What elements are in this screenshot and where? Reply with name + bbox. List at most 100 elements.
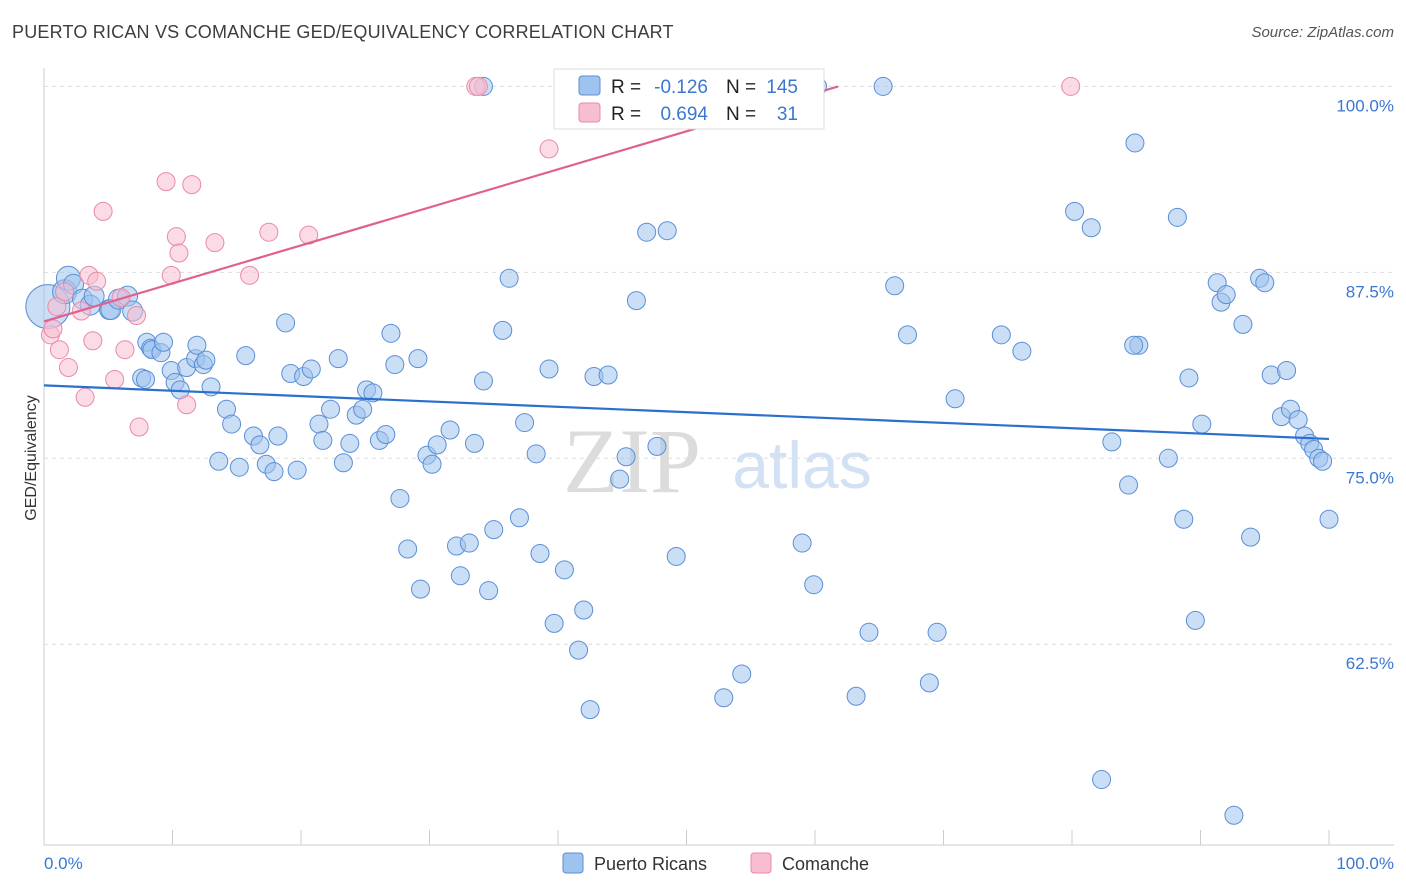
comanche-points — [40, 76, 1081, 437]
puerto-ricans-point — [666, 546, 686, 566]
puerto-ricans-point — [991, 325, 1011, 345]
puerto-ricans-point — [313, 430, 333, 450]
puerto-ricans-point — [236, 346, 256, 366]
puerto-ricans-point — [1124, 335, 1144, 355]
stats-r-label-1: R = — [611, 104, 641, 125]
puerto-ricans-point — [1081, 218, 1101, 238]
comanche-point — [166, 227, 186, 247]
puerto-ricans-point — [859, 622, 879, 642]
stats-r-label-0: R = — [611, 77, 641, 98]
puerto-ricans-point — [574, 600, 594, 620]
puerto-ricans-point — [1319, 509, 1339, 529]
puerto-ricans-point — [509, 508, 529, 528]
puerto-ricans-point — [411, 579, 431, 599]
puerto-ricans-point — [479, 581, 499, 601]
puerto-ricans-point — [499, 268, 519, 288]
puerto-ricans-point — [714, 688, 734, 708]
comanche-point — [115, 340, 135, 360]
comanche-point — [127, 305, 147, 325]
puerto-ricans-point — [1313, 451, 1333, 471]
puerto-ricans-point — [222, 414, 242, 434]
puerto-ricans-point — [945, 389, 965, 409]
puerto-ricans-point — [616, 447, 636, 467]
comanche-point — [105, 369, 125, 389]
puerto-ricans-point — [459, 533, 479, 553]
chart-title: PUERTO RICAN VS COMANCHE GED/EQUIVALENCY… — [12, 22, 674, 42]
puerto-ricans-point — [440, 420, 460, 440]
puerto-ricans-point — [804, 575, 824, 595]
puerto-ricans-point — [264, 462, 284, 482]
puerto-ricans-point — [484, 520, 504, 540]
comanche-point — [58, 358, 78, 378]
puerto-ricans-point — [647, 436, 667, 456]
puerto-ricans-point — [276, 313, 296, 333]
comanche-point — [83, 331, 103, 351]
puerto-ricans-point — [1174, 509, 1194, 529]
puerto-ricans-point — [376, 424, 396, 444]
comanche-point — [539, 139, 559, 159]
y-tick-label: 62.5% — [1346, 654, 1394, 673]
puerto-ricans-point — [422, 454, 442, 474]
comanche-point — [205, 233, 225, 253]
puerto-ricans-point — [209, 451, 229, 471]
puerto-ricans-point — [136, 369, 156, 389]
puerto-ricans-point — [301, 359, 321, 379]
puerto-ricans-point — [919, 673, 939, 693]
puerto-ricans-point — [1216, 285, 1236, 305]
puerto-ricans-point — [554, 560, 574, 580]
puerto-ricans-point — [657, 221, 677, 241]
puerto-ricans-point — [1167, 207, 1187, 227]
puerto-ricans-point — [544, 613, 564, 633]
comanche-point — [182, 175, 202, 195]
puerto-ricans-point — [873, 76, 893, 96]
x-tick-label-max: 100.0% — [1336, 854, 1394, 873]
puerto-ricans-point — [390, 488, 410, 508]
puerto-ricans-point — [515, 413, 535, 433]
puerto-ricans-point — [464, 433, 484, 453]
puerto-ricans-point — [1277, 361, 1297, 381]
puerto-ricans-point — [539, 359, 559, 379]
comanche-point — [87, 271, 107, 291]
puerto-ricans-point — [450, 566, 470, 586]
puerto-ricans-point — [732, 664, 752, 684]
gridlines — [44, 85, 1394, 645]
y-axis-label: GED/Equivalency — [23, 395, 40, 520]
legend-label-comanche: Comanche — [782, 854, 869, 874]
puerto-ricans-point — [1224, 805, 1244, 825]
puerto-ricans-point — [526, 444, 546, 464]
puerto-ricans-point — [353, 399, 373, 419]
comanche-point — [55, 282, 75, 302]
comanche-point — [49, 340, 69, 360]
puerto-ricans-point — [1233, 314, 1253, 334]
puerto-ricans-point — [898, 325, 918, 345]
stats-n-value-1: 31 — [777, 104, 798, 125]
puerto-ricans-point — [885, 276, 905, 296]
puerto-ricans-point — [268, 426, 288, 446]
puerto-ricans-point — [1012, 341, 1032, 361]
watermark-atlas: atlas — [732, 428, 871, 502]
puerto-ricans-point — [427, 435, 447, 455]
puerto-ricans-point — [1092, 770, 1112, 790]
puerto-ricans-point — [473, 371, 493, 391]
comanche-point — [240, 265, 260, 285]
puerto-ricans-point — [196, 350, 216, 370]
x-tick-label-min: 0.0% — [44, 854, 83, 873]
comanche-point — [169, 243, 189, 263]
y-axis-tick-labels: 62.5% 75.0% 87.5% 100.0% — [1336, 96, 1394, 673]
puerto-ricans-point — [287, 460, 307, 480]
puerto-ricans-point — [333, 453, 353, 473]
puerto-ricans-point — [154, 332, 174, 352]
legend-item-puerto-ricans[interactable]: Puerto Ricans — [562, 852, 707, 874]
legend-item-comanche[interactable]: Comanche — [750, 852, 869, 874]
puerto-ricans-point — [309, 414, 329, 434]
puerto-ricans-point — [530, 543, 550, 563]
puerto-ricans-point — [598, 365, 618, 385]
stats-n-label-1: N = — [726, 104, 756, 125]
legend-swatch-comanche — [750, 852, 772, 874]
puerto-ricans-point — [363, 383, 383, 403]
puerto-ricans-point — [1185, 610, 1205, 630]
puerto-ricans-point — [385, 355, 405, 375]
axes — [43, 68, 1394, 846]
puerto-ricans-point — [321, 399, 341, 419]
